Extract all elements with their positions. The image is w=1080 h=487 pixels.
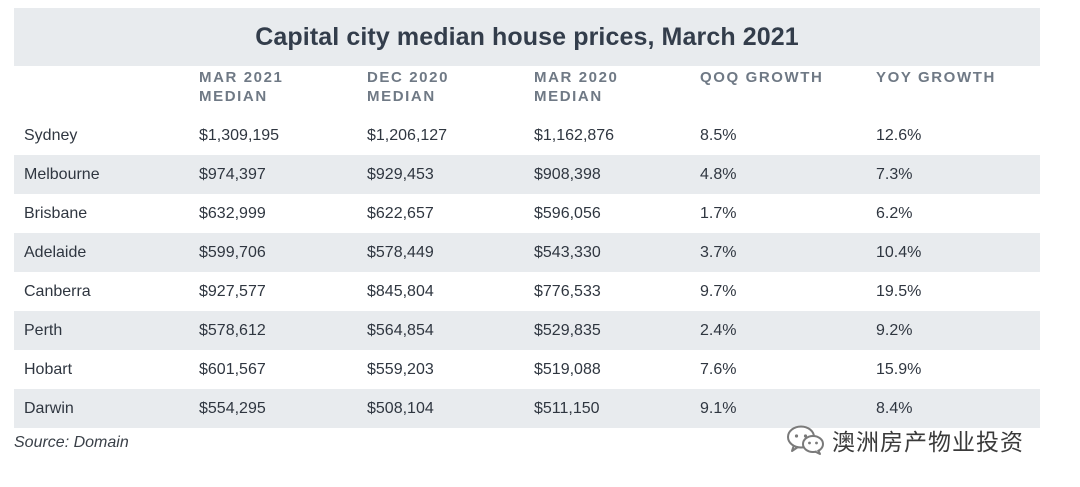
dec-2020-median-cell: $1,206,127 — [367, 126, 448, 144]
mar-2021-median-cell: $601,567 — [199, 360, 266, 378]
table-body: Sydney $1,309,195 $1,206,127 $1,162,876 8.5%… — [14, 116, 1040, 428]
watermark-text: 澳洲房产物业投资 — [832, 430, 1024, 456]
yoy-growth-cell: 19.5% — [876, 282, 922, 300]
qoq-growth-cell: 7.6% — [700, 360, 737, 378]
dec-2020-median-cell: $845,804 — [367, 282, 434, 300]
qoq-growth-cell: 2.4% — [690, 311, 866, 350]
dec-2020-median-cell: $578,449 — [357, 233, 524, 272]
mar-2021-median-cell: $599,706 — [189, 233, 357, 272]
dec-2020-median-cell: $929,453 — [357, 155, 524, 194]
dec-2020-median-cell: $559,203 — [367, 360, 434, 378]
source-note: Source: Domain — [14, 434, 129, 451]
mar-2021-median-cell: $554,295 — [189, 389, 357, 428]
yoy-growth-cell: 7.3% — [866, 155, 1040, 194]
header-qoq-growth: QOQ GROWTH — [700, 69, 824, 86]
qoq-growth-cell: 1.7% — [700, 204, 737, 222]
mar-2020-median-cell: $596,056 — [534, 204, 601, 222]
yoy-growth-cell: 15.9% — [876, 360, 922, 378]
qoq-growth-cell: 9.1% — [690, 389, 866, 428]
header-mar-2021: MAR 2021 MEDIAN — [199, 69, 284, 105]
mar-2021-median-cell: $632,999 — [199, 204, 266, 222]
wechat-icon — [787, 425, 824, 455]
yoy-growth-cell: 9.2% — [866, 311, 1040, 350]
header-yoy-growth: YOY GROWTH — [876, 69, 996, 86]
dec-2020-median-cell: $622,657 — [367, 204, 434, 222]
city-cell: Hobart — [24, 360, 73, 378]
qoq-growth-cell: 4.8% — [690, 155, 866, 194]
qoq-growth-cell: 8.5% — [700, 126, 737, 144]
header-dec-2020: DEC 2020 MEDIAN — [367, 69, 450, 105]
table-row: Perth $578,612 $564,854 $529,835 2.4% 9.2% — [14, 311, 1040, 350]
table-row: Darwin $554,295 $508,104 $511,150 9.1% 8.4% — [14, 389, 1040, 428]
yoy-growth-cell: 10.4% — [866, 233, 1040, 272]
qoq-growth-cell: 3.7% — [690, 233, 866, 272]
city-cell: Melbourne — [14, 155, 189, 194]
table-row: Brisbane $632,999 $622,657 $596,056 1.7% 6.2% — [14, 194, 1040, 233]
mar-2020-median-cell: $776,533 — [534, 282, 601, 300]
mar-2020-median-cell: $1,162,876 — [534, 126, 615, 144]
qoq-growth-cell: 9.7% — [700, 282, 737, 300]
city-cell: Darwin — [14, 389, 189, 428]
mar-2021-median-cell: $578,612 — [189, 311, 357, 350]
dec-2020-median-cell: $508,104 — [357, 389, 524, 428]
city-cell: Sydney — [24, 126, 78, 144]
table-row: Sydney $1,309,195 $1,206,127 $1,162,876 8.5%… — [14, 116, 1040, 155]
mar-2020-median-cell: $519,088 — [534, 360, 601, 378]
mar-2020-median-cell: $529,835 — [524, 311, 690, 350]
header-row: MAR 2021 MEDIAN DEC 2020 MEDIAN MAR 2020… — [14, 66, 1040, 116]
yoy-growth-cell: 8.4% — [866, 389, 1040, 428]
table-row: Canberra $927,577 $845,804 $776,533 9.7% 19.5… — [14, 272, 1040, 311]
dec-2020-median-cell: $564,854 — [357, 311, 524, 350]
yoy-growth-cell: 12.6% — [876, 126, 922, 144]
city-cell: Perth — [14, 311, 189, 350]
mar-2021-median-cell: $927,577 — [199, 282, 266, 300]
mar-2020-median-cell: $543,330 — [524, 233, 690, 272]
mar-2020-median-cell: $511,150 — [524, 389, 690, 428]
watermark: 澳洲房产物业投资 — [786, 423, 1024, 457]
table-header: MAR 2021 MEDIAN DEC 2020 MEDIAN MAR 2020… — [14, 66, 1040, 116]
table-row: Adelaide $599,706 $578,449 $543,330 3.7% 10.4… — [14, 233, 1040, 272]
city-cell: Adelaide — [14, 233, 189, 272]
header-city — [14, 66, 189, 116]
table-row: Melbourne $974,397 $929,453 $908,398 4.8% 7.3… — [14, 155, 1040, 194]
prices-table: MAR 2021 MEDIAN DEC 2020 MEDIAN MAR 2020… — [14, 66, 1040, 428]
table-row: Hobart $601,567 $559,203 $519,088 7.6% 15.9% — [14, 350, 1040, 389]
city-cell: Brisbane — [24, 204, 88, 222]
city-cell: Canberra — [24, 282, 91, 300]
header-mar-2020: MAR 2020 MEDIAN — [534, 69, 619, 105]
mar-2021-median-cell: $1,309,195 — [199, 126, 280, 144]
yoy-growth-cell: 6.2% — [876, 204, 913, 222]
table-title: Capital city median house prices, March … — [255, 22, 799, 51]
mar-2021-median-cell: $974,397 — [189, 155, 357, 194]
mar-2020-median-cell: $908,398 — [524, 155, 690, 194]
title-bar: Capital city median house prices, March … — [14, 8, 1040, 66]
